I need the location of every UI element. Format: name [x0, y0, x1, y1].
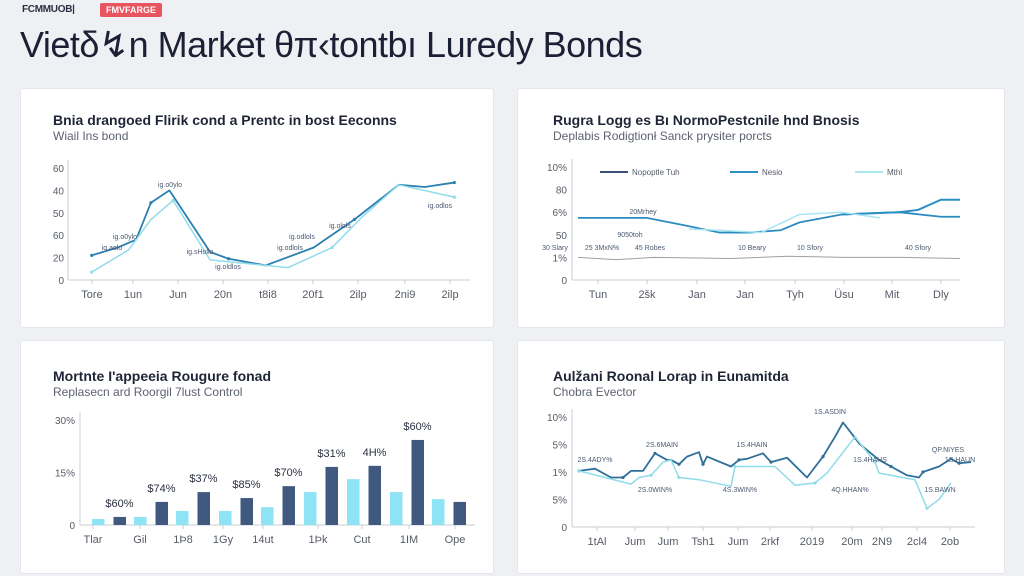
chart-panel-bottom-left: Mortnte I'appeeia Rougure fonad Replasec…: [20, 340, 494, 574]
chart-panel-bottom-right: Aulžani Roonal Lorap in Eunamitda Chobra…: [517, 340, 1005, 574]
chart-panel-top-left: Bnia drangoed Flirik cond a Prentc in bo…: [20, 88, 494, 328]
panel-title: Rugra Logg es Bı NormoPestcnile hnd Bnos…: [553, 112, 860, 128]
panel-title: Bnia drangoed Flirik cond a Prentc in bo…: [53, 112, 397, 128]
panel-subtitle: Wiail Ins bond: [53, 129, 129, 143]
panel-subtitle: Chobra Evector: [553, 385, 637, 399]
panel-subtitle: Deplabis Rodigtionł Sanck prysiter porct…: [553, 129, 772, 143]
panel-subtitle: Replasecn ard Roorgil 7lust Control: [53, 385, 243, 399]
brand-badge: FMVFARGE: [100, 3, 163, 17]
panel-title: Aulžani Roonal Lorap in Eunamitda: [553, 368, 789, 384]
chart-panel-top-right: Rugra Logg es Bı NormoPestcnile hnd Bnos…: [517, 88, 1005, 328]
page-title: Vietδ↯n Market θπ‹tontbı Luredy Bonds: [20, 24, 643, 65]
panel-title: Mortnte I'appeeia Rougure fonad: [53, 368, 272, 384]
brand-logo: FCMMUOB|: [22, 4, 75, 15]
